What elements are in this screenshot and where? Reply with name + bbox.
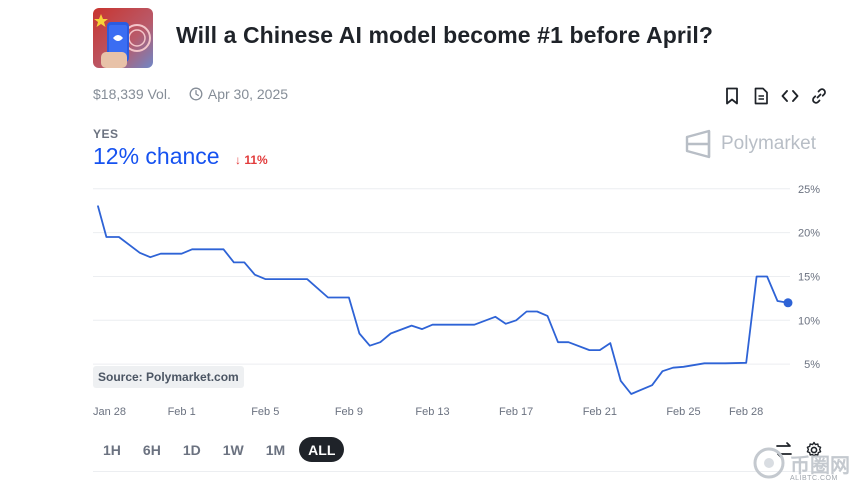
x-tick-label: Jan 28 bbox=[93, 406, 126, 418]
market-thumbnail bbox=[93, 8, 153, 68]
embed-button[interactable] bbox=[780, 86, 799, 105]
x-tick-label: Feb 17 bbox=[499, 406, 533, 418]
clock-icon bbox=[189, 87, 203, 101]
polymarket-logo-icon bbox=[685, 129, 711, 159]
range-button-1h[interactable]: 1H bbox=[103, 441, 121, 458]
market-image-icon bbox=[93, 8, 153, 68]
chart-settings-button[interactable] bbox=[805, 441, 823, 459]
time-range-selector: 1H 6H 1D 1W 1M ALL bbox=[95, 437, 345, 462]
range-button-6h[interactable]: 6H bbox=[142, 441, 161, 458]
source-label: Source: Polymarket.com bbox=[93, 366, 244, 388]
x-tick-label: Feb 13 bbox=[415, 406, 449, 418]
link-icon bbox=[811, 87, 826, 104]
x-tick-label: Feb 1 bbox=[168, 406, 196, 418]
volume-text: $18,339 Vol. bbox=[93, 86, 171, 102]
y-tick-label: 20% bbox=[798, 228, 820, 240]
change-indicator: ↓ 11% bbox=[235, 153, 268, 167]
y-axis-ticks: 25% 20% 15% 10% 5% bbox=[798, 184, 820, 371]
x-tick-label: Feb 5 bbox=[251, 406, 279, 418]
y-tick-label: 5% bbox=[804, 359, 820, 371]
watermark-logo-icon bbox=[753, 447, 785, 479]
brand-logo: Polymarket bbox=[684, 129, 816, 159]
brand-name: Polymarket bbox=[721, 133, 817, 154]
market-meta: $18,339 Vol. Apr 30, 2025 bbox=[93, 86, 288, 102]
x-tick-label: Feb 25 bbox=[666, 406, 700, 418]
series-line-yes bbox=[97, 205, 789, 395]
range-button-all[interactable]: ALL bbox=[299, 437, 345, 462]
range-button-1d[interactable]: 1D bbox=[182, 441, 201, 458]
market-title: Will a Chinese AI model become #1 before… bbox=[176, 22, 714, 48]
watermark-subtext: ALIBTC.COM bbox=[790, 475, 838, 482]
bookmark-button[interactable] bbox=[722, 86, 741, 105]
document-icon bbox=[754, 87, 768, 104]
y-tick-label: 10% bbox=[798, 315, 820, 327]
copy-link-button[interactable] bbox=[809, 86, 828, 105]
x-tick-label: Feb 9 bbox=[335, 406, 363, 418]
arrow-down-icon: ↓ bbox=[235, 153, 241, 167]
document-button[interactable] bbox=[751, 86, 770, 105]
outcome-label: YES bbox=[93, 127, 119, 141]
gear-icon bbox=[806, 441, 822, 458]
y-tick-label: 15% bbox=[798, 271, 820, 283]
chart-grid bbox=[93, 188, 790, 365]
price-chart[interactable]: 25% 20% 15% 10% 5% Jan 28 Feb 1 Feb 5 Feb 9 Feb … bbox=[0, 170, 860, 425]
y-tick-label: 25% bbox=[798, 184, 820, 196]
change-value: 11% bbox=[244, 153, 268, 167]
watermark-text: 币圈网 bbox=[790, 452, 850, 477]
chance-value: 12% chance bbox=[93, 143, 220, 169]
range-button-1m[interactable]: 1M bbox=[265, 441, 286, 458]
end-date-text: Apr 30, 2025 bbox=[207, 86, 289, 102]
x-tick-label: Feb 21 bbox=[583, 406, 617, 418]
watermark: 币圈网 bbox=[752, 446, 850, 480]
embed-code-icon bbox=[781, 89, 798, 102]
end-date: Apr 30, 2025 bbox=[189, 86, 288, 102]
x-tick-label: Feb 28 bbox=[729, 406, 763, 418]
current-value-point bbox=[783, 298, 793, 308]
range-button-1w[interactable]: 1W bbox=[222, 441, 244, 458]
market-actions bbox=[722, 86, 828, 105]
bookmark-icon bbox=[725, 87, 738, 104]
x-axis-ticks: Jan 28 Feb 1 Feb 5 Feb 9 Feb 13 Feb 17 Feb 21 F… bbox=[93, 406, 763, 418]
divider bbox=[93, 471, 820, 472]
